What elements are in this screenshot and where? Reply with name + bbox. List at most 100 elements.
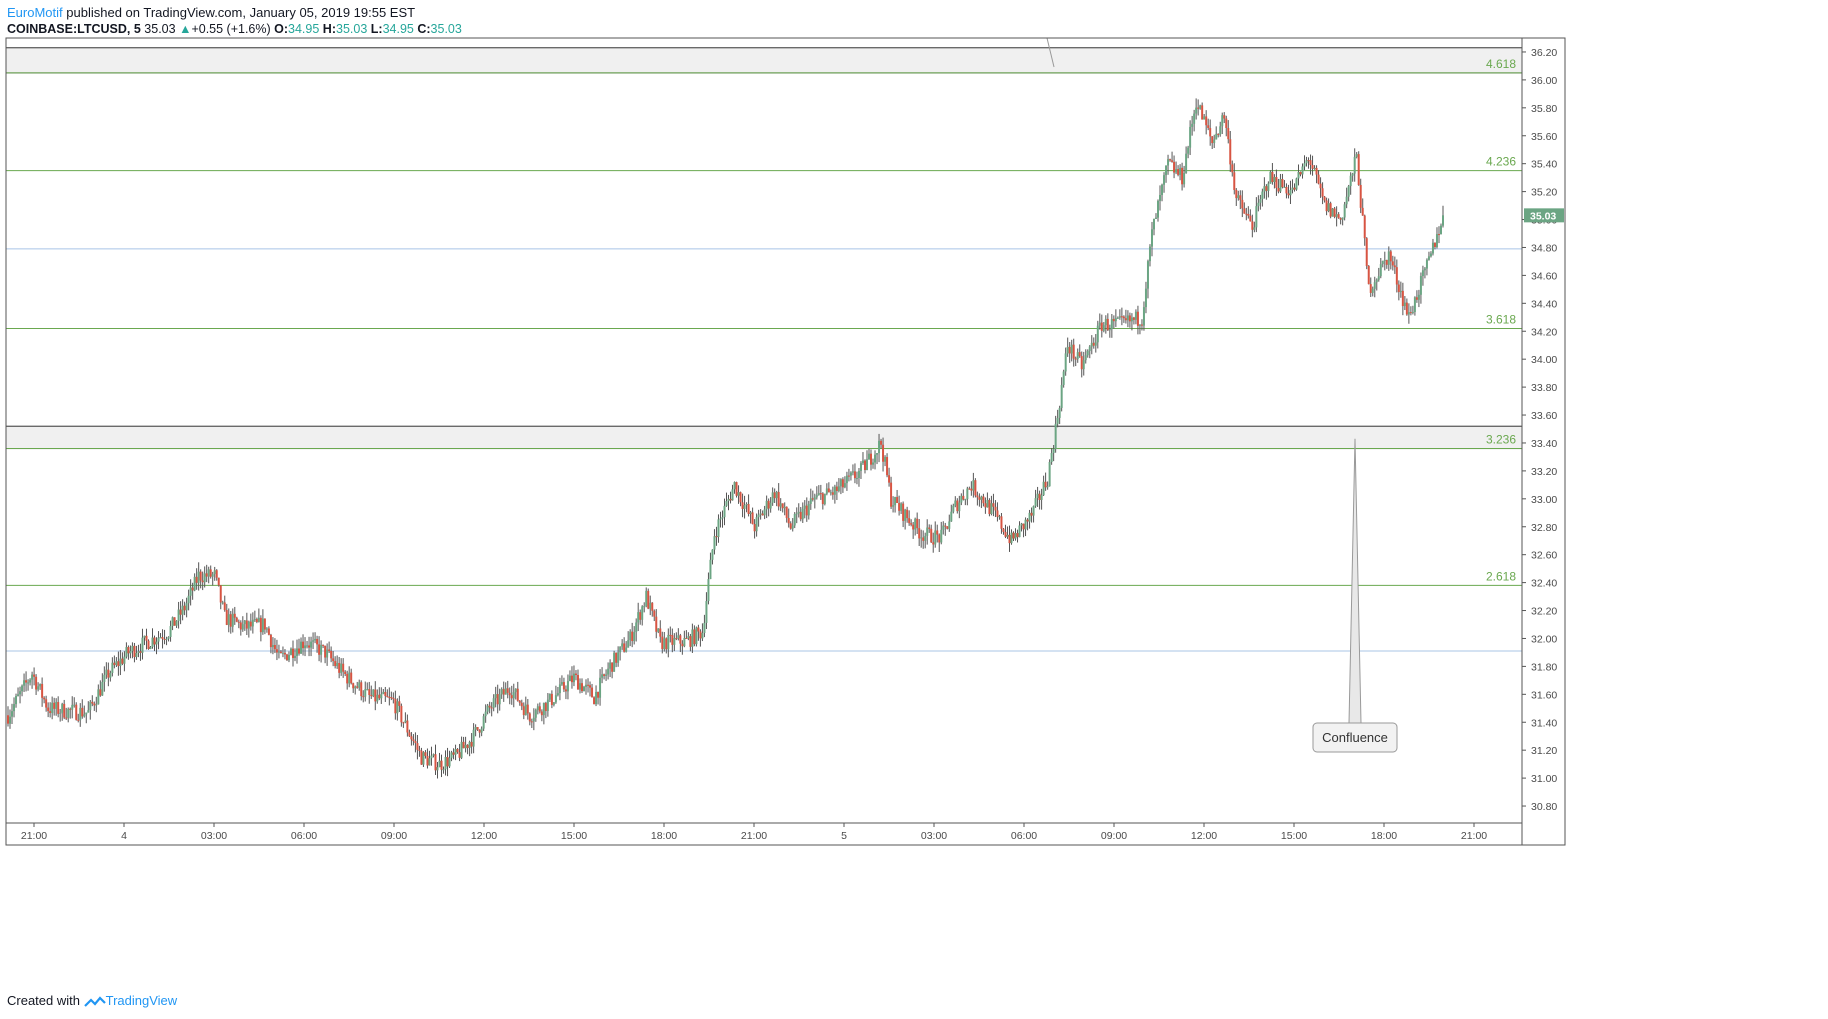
- candle-body: [1425, 259, 1428, 269]
- candle-body: [839, 479, 842, 487]
- candle-body: [496, 694, 499, 705]
- x-tick-label: 06:00: [291, 830, 317, 842]
- candle-body: [1339, 218, 1342, 220]
- y-tick-label: 35.80: [1531, 103, 1557, 115]
- candle-body: [183, 605, 186, 611]
- candle-body: [1032, 506, 1035, 516]
- candle-body: [1122, 316, 1125, 319]
- candle-body: [135, 652, 138, 658]
- candle-body: [1012, 532, 1015, 539]
- candle-body: [1375, 279, 1378, 283]
- annotation-layer[interactable]: Confluence: [1046, 37, 1398, 753]
- candle-body: [456, 749, 459, 753]
- candle-body: [454, 749, 457, 755]
- candle-body: [1028, 512, 1031, 522]
- candle-body: [1114, 318, 1117, 322]
- candle-body: [882, 444, 885, 462]
- candle-body: [1303, 163, 1306, 167]
- candle-body: [613, 652, 616, 672]
- x-tick-label: 21:00: [1461, 830, 1487, 842]
- candle-body: [675, 638, 678, 640]
- candle-body: [1213, 139, 1216, 144]
- candle-body: [611, 662, 614, 672]
- candle-body: [43, 697, 46, 700]
- candle-body: [482, 716, 485, 729]
- candle-body: [1267, 183, 1270, 191]
- candle-body: [833, 486, 836, 495]
- candle-body: [607, 668, 610, 675]
- candle-body: [542, 702, 545, 716]
- candle-body: [868, 453, 870, 460]
- candle-body: [518, 700, 521, 703]
- candle-body: [1177, 169, 1180, 175]
- fib-label: 3.236: [1486, 433, 1516, 447]
- candle-body: [669, 634, 672, 636]
- author-link[interactable]: EuroMotif: [7, 5, 63, 20]
- candle-body: [344, 671, 347, 675]
- candle-body: [177, 609, 180, 622]
- candle-body: [490, 707, 493, 709]
- candle-body: [715, 536, 718, 538]
- candle-body: [1361, 207, 1364, 216]
- candle-body: [849, 472, 852, 476]
- candle-body: [1377, 276, 1380, 280]
- candle-body: [514, 688, 517, 693]
- candle-body: [637, 612, 640, 623]
- candle-body: [414, 741, 417, 744]
- candle-body: [175, 621, 178, 626]
- candle-body: [139, 651, 142, 653]
- candle-body: [95, 704, 98, 706]
- candle-body: [306, 645, 309, 647]
- candle-body: [803, 505, 806, 509]
- candle-body: [1062, 371, 1065, 385]
- candle-body: [1329, 203, 1332, 217]
- y-tick-label: 34.80: [1531, 242, 1557, 254]
- candle-body: [536, 706, 539, 711]
- candle-body: [1106, 318, 1109, 331]
- candle-body: [837, 486, 840, 491]
- y-tick-label: 34.60: [1531, 270, 1557, 282]
- candle-body: [1006, 534, 1009, 537]
- candle-body: [1273, 177, 1276, 183]
- candle-body: [1253, 227, 1256, 230]
- ohlc-legend: COINBASE:LTCUSD, 5 35.03 ▲+0.55 (+1.6%) …: [7, 22, 462, 36]
- candle-body: [665, 638, 668, 650]
- candle-body: [1116, 317, 1119, 319]
- candle-body: [1191, 123, 1194, 127]
- candle-body: [629, 631, 632, 641]
- candle-body: [201, 580, 204, 583]
- candle-body: [976, 495, 979, 498]
- candle-body: [566, 681, 569, 692]
- candle-body: [599, 677, 602, 698]
- candle-body: [1084, 355, 1087, 361]
- candle-body: [219, 585, 222, 603]
- candle-body: [1140, 324, 1143, 326]
- candle-body: [603, 674, 606, 676]
- x-tick-label: 15:00: [1281, 830, 1307, 842]
- candle-body: [564, 689, 567, 692]
- candle-body: [63, 703, 66, 718]
- candle-body: [237, 621, 240, 623]
- candle-body: [412, 739, 415, 742]
- candle-body: [532, 717, 535, 722]
- candle-body: [633, 632, 636, 642]
- candle-body: [31, 674, 34, 680]
- candle-body: [1124, 318, 1127, 321]
- x-tick-label: 06:00: [1011, 830, 1037, 842]
- y-tick-label: 32.60: [1531, 550, 1557, 562]
- candle-body: [462, 741, 465, 749]
- candle-body: [765, 500, 768, 510]
- candle-body: [468, 741, 471, 749]
- candle-body: [476, 727, 479, 730]
- publisher-line: EuroMotif published on TradingView.com, …: [7, 5, 415, 20]
- candle-body: [581, 683, 583, 692]
- tradingview-brand[interactable]: TradingView: [105, 993, 178, 1008]
- candle-body: [1134, 311, 1137, 320]
- axes-layer[interactable]: 30.80 31.00 31.20 31.40 31.60 31.80 32.00 32.20…: [5, 37, 1566, 846]
- candle-body: [281, 652, 284, 654]
- candle-body: [701, 632, 704, 639]
- candle-body: [474, 727, 477, 730]
- price-chart[interactable]: 4.618 4.236 3.618 3.236 2.618 Confluence 30.…: [0, 0, 1828, 990]
- candle-body: [1355, 154, 1358, 157]
- candle-body: [709, 559, 712, 580]
